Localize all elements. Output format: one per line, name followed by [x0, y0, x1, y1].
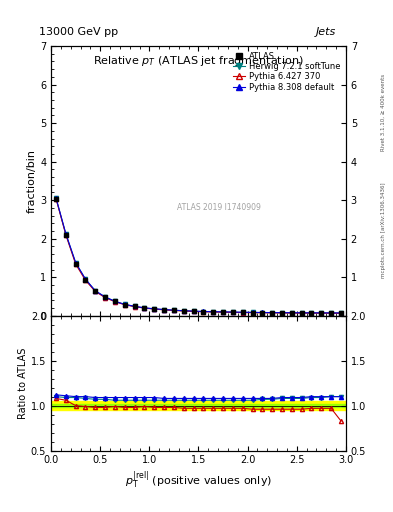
Text: Relative $p_{T}$ (ATLAS jet fragmentation): Relative $p_{T}$ (ATLAS jet fragmentatio…	[93, 54, 304, 68]
Text: mcplots.cern.ch [arXiv:1306.3436]: mcplots.cern.ch [arXiv:1306.3436]	[381, 183, 386, 278]
Text: ATLAS 2019 I1740909: ATLAS 2019 I1740909	[177, 203, 261, 212]
Bar	[51, 401, 346, 410]
Bar	[51, 404, 346, 408]
Text: Rivet 3.1.10, ≥ 400k events: Rivet 3.1.10, ≥ 400k events	[381, 74, 386, 151]
Y-axis label: fraction/bin: fraction/bin	[27, 149, 37, 213]
Y-axis label: Ratio to ATLAS: Ratio to ATLAS	[18, 348, 28, 419]
X-axis label: $p_{\rm T}^{\rm |rel|}$ (positive values only): $p_{\rm T}^{\rm |rel|}$ (positive values…	[125, 470, 272, 491]
Text: 13000 GeV pp: 13000 GeV pp	[39, 27, 118, 37]
Legend: ATLAS, Herwig 7.2.1 softTune, Pythia 6.427 370, Pythia 8.308 default: ATLAS, Herwig 7.2.1 softTune, Pythia 6.4…	[231, 50, 342, 93]
Text: Jets: Jets	[316, 27, 336, 37]
